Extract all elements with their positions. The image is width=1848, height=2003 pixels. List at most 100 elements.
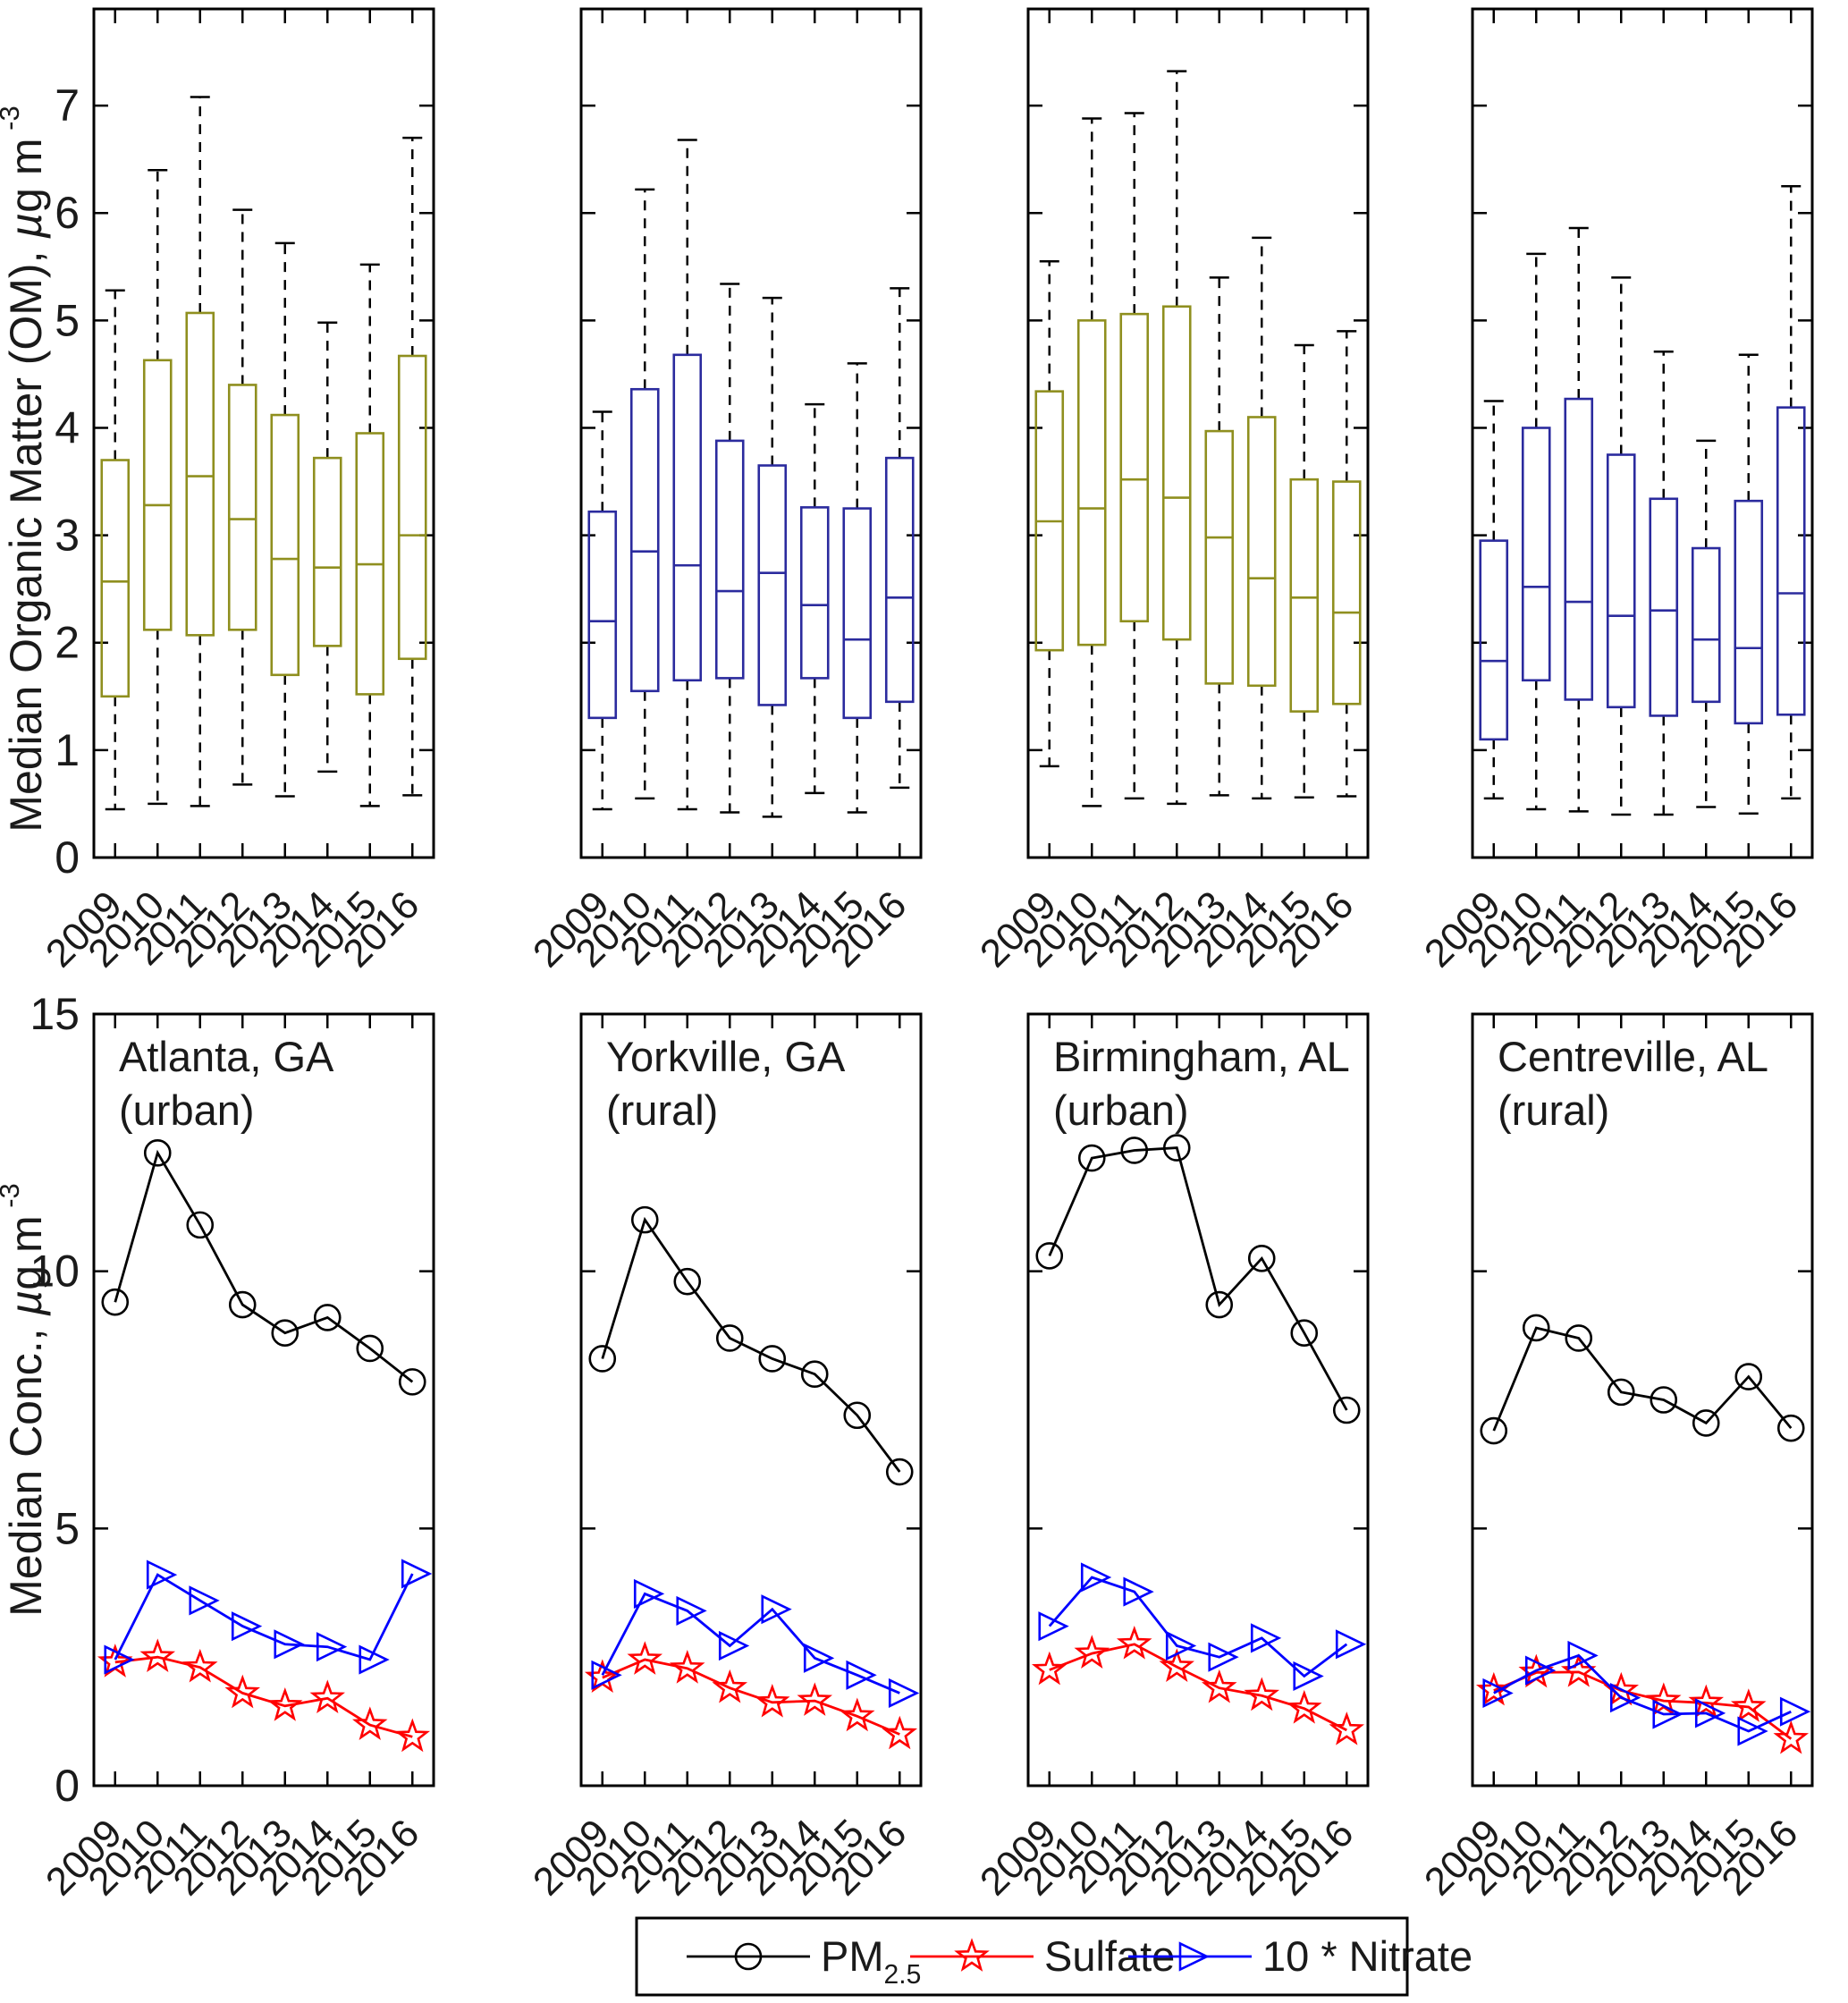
triangle-right-icon (1178, 1941, 1210, 1972)
box-year-2009 (100, 289, 131, 811)
pm2-5-marker-icon (588, 1345, 617, 1373)
sulfate-marker-icon (627, 1641, 663, 1675)
sulfate-marker-icon (1159, 1648, 1194, 1683)
axes-frame (1471, 7, 1814, 859)
y-tick-label: 3 (55, 511, 80, 561)
iqr-box (799, 506, 830, 680)
sulfate-marker-icon (882, 1715, 918, 1750)
axes-frame (1471, 1012, 1814, 1787)
iqr-box (1606, 453, 1636, 709)
box-year-2011 (185, 96, 215, 807)
iqr-box (1246, 416, 1277, 688)
y-tick-label: 15 (30, 989, 80, 1039)
axes-frame (92, 1012, 435, 1787)
box-year-2014 (312, 321, 342, 773)
10-nitrate-marker-icon (401, 1559, 433, 1589)
sulfate-marker-icon (755, 1684, 790, 1718)
y-tick-label: 0 (55, 1761, 80, 1811)
10-nitrate-marker-icon (1165, 1630, 1197, 1661)
box-year-2014 (1246, 236, 1277, 800)
box-year-2016 (1331, 330, 1362, 798)
iqr-box (1649, 497, 1679, 717)
legend-label: 10 * Nitrate (1262, 1932, 1472, 1980)
circle-icon (734, 1942, 763, 1971)
10-nitrate-marker-icon (1123, 1576, 1154, 1607)
10-nitrate-marker-icon (1694, 1698, 1726, 1728)
sulfate-marker-icon (669, 1649, 705, 1684)
sulfate-marker-icon (1287, 1689, 1322, 1724)
pm2-5-marker-icon (800, 1360, 829, 1389)
10-nitrate-marker-icon (591, 1660, 622, 1690)
iqr-box (1479, 539, 1509, 741)
iqr-box (629, 387, 660, 693)
axes-frame (579, 7, 923, 859)
iqr-box (757, 464, 788, 706)
pm2-5-marker-icon (1776, 1414, 1805, 1442)
y-tick-label: 4 (55, 402, 80, 452)
10-nitrate-marker-icon (761, 1594, 792, 1625)
sulfate-marker-icon (797, 1682, 833, 1716)
pm2-5-marker-icon (1290, 1319, 1319, 1348)
iqr-box (1564, 397, 1594, 701)
box-year-2015 (1289, 343, 1320, 799)
pm2-5-marker-icon (1077, 1144, 1106, 1172)
pm2-5-marker-icon (186, 1211, 215, 1239)
pm2-5-marker-icon (1247, 1244, 1276, 1272)
centreville-conc-lines: 20092010201120122013201420152016Centrevi… (1416, 1012, 1814, 1904)
10-nitrate-line (601, 1592, 900, 1695)
box-year-2016 (884, 287, 915, 790)
pm2-5-marker-icon (630, 1205, 659, 1234)
box-year-2016 (1776, 184, 1806, 800)
y-tick-label: 5 (55, 295, 80, 345)
iqr-box (270, 413, 300, 677)
sulfate-marker-icon (712, 1669, 748, 1703)
10-nitrate-marker-icon (104, 1644, 135, 1675)
sulfate-marker-icon (1116, 1626, 1152, 1660)
pm2-5-marker-icon (1565, 1324, 1593, 1352)
10-nitrate-marker-icon (1524, 1655, 1557, 1686)
10-nitrate-marker-icon (316, 1632, 348, 1662)
10-nitrate-marker-icon (1482, 1678, 1514, 1709)
site-label-line1: Atlanta, GA (119, 1033, 334, 1080)
iqr-box (1521, 427, 1551, 682)
axes-frame (579, 1012, 923, 1787)
sulfate-marker-icon (1730, 1688, 1767, 1722)
birmingham-conc-lines: 20092010201120122013201420152016Birmingh… (972, 1012, 1370, 1904)
box-year-2012 (714, 283, 745, 814)
iqr-box (312, 456, 342, 647)
10-nitrate-marker-icon (1567, 1640, 1599, 1671)
pm2-5-marker-icon (356, 1334, 384, 1363)
10-nitrate-marker-icon (1652, 1699, 1683, 1729)
iqr-box (1331, 480, 1362, 706)
iqr-box (1776, 406, 1806, 716)
box-year-2012 (1606, 276, 1636, 816)
sulfate-marker-icon (1031, 1651, 1067, 1686)
bottom-row-y-axis-label: Median Conc., µg m -3 (0, 1183, 51, 1617)
pm2-5-marker-icon (101, 1288, 130, 1316)
pm2-5-marker-icon (1650, 1386, 1678, 1414)
pm2-5-line (1048, 1146, 1348, 1411)
pm2-5-line (601, 1216, 901, 1473)
iqr-box (587, 510, 618, 720)
sulfate-line (1049, 1643, 1347, 1732)
site-label-line2: (rural) (606, 1086, 718, 1134)
box-year-2009 (1034, 260, 1065, 768)
10-nitrate-marker-icon (146, 1559, 178, 1590)
pm2-5-marker-icon (271, 1319, 300, 1348)
10-nitrate-marker-icon (846, 1660, 877, 1690)
sulfate-marker-icon (266, 1686, 303, 1721)
box-year-2014 (799, 402, 830, 795)
sulfate-marker-icon (394, 1718, 431, 1753)
sulfate-marker-icon (1329, 1711, 1365, 1745)
sulfate-marker-icon (1201, 1669, 1237, 1703)
pm2-5-marker-icon (758, 1345, 787, 1373)
iqr-box (1161, 305, 1192, 641)
10-nitrate-marker-icon (676, 1595, 707, 1626)
site-label-line2: (urban) (1053, 1086, 1189, 1134)
10-nitrate-marker-icon (888, 1678, 920, 1709)
box-year-2012 (1161, 70, 1192, 806)
sulfate-marker-icon (139, 1638, 176, 1672)
box-year-2009 (587, 410, 618, 811)
